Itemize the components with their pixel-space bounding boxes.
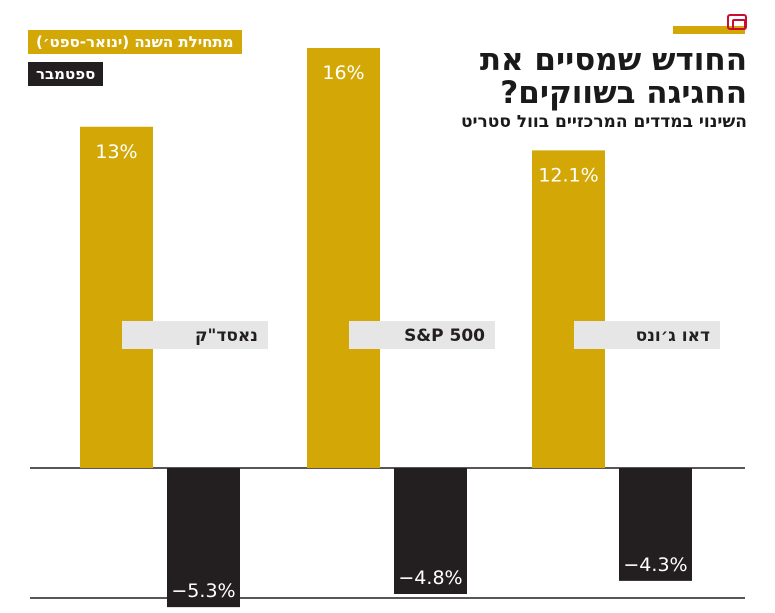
category-label-box [349, 321, 495, 349]
bar-september [619, 468, 692, 581]
data-label-september: −5.3% [171, 580, 235, 602]
category-label-box [122, 321, 268, 349]
category-label: נאסד"ק [195, 326, 258, 346]
publisher-logo-icon [727, 14, 747, 30]
bar-september [167, 468, 240, 608]
bar-ytd [532, 150, 605, 468]
data-label-september: −4.3% [623, 554, 687, 576]
legend-september: ספטמבר [28, 62, 104, 86]
chart-title: החודש שמסיים את החגיגה בשווקים? [479, 42, 747, 111]
data-label-september: −4.8% [398, 567, 462, 589]
category-label: S&P 500 [404, 326, 485, 346]
bar-ytd [80, 126, 153, 468]
bar-ytd [307, 48, 380, 468]
data-label-ytd: 12.1% [538, 164, 598, 186]
category-label-box [574, 321, 720, 349]
brand-bar [673, 26, 745, 34]
data-label-ytd: 13% [95, 141, 137, 163]
category-label: דאו ג׳ונס [636, 326, 710, 346]
bar-september [394, 468, 467, 594]
data-label-ytd: 16% [322, 62, 364, 84]
chart-subtitle: השינוי במדדים המרכזיים בוול סטריט [460, 112, 747, 132]
legend-ytd: מתחילת השנה (ינואר-ספט׳) [28, 30, 242, 54]
